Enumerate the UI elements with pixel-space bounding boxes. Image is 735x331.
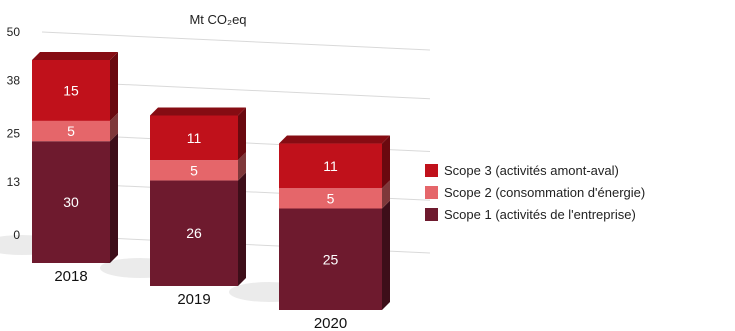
bar-top-face	[150, 107, 246, 116]
bar-segment	[279, 188, 382, 209]
legend: Scope 3 (activités amont-aval) Scope 2 (c…	[425, 163, 645, 222]
legend-label: Scope 3 (activités amont-aval)	[444, 163, 619, 178]
bar-value-label: 15	[63, 82, 79, 98]
bar-stack-2018: 30 5 15 2018	[0, 52, 118, 285]
bar-value-label: 5	[327, 190, 335, 206]
bar-segment	[32, 120, 110, 142]
y-tick-label: 0	[13, 228, 20, 242]
bar-side-face	[382, 180, 390, 209]
bar-stack-2020: 25 5 11 2020	[229, 135, 390, 331]
bar-side-face	[238, 152, 246, 181]
y-tick-label: 25	[7, 127, 21, 141]
bar-segment	[32, 60, 110, 121]
bar-value-label: 5	[67, 123, 75, 139]
bar-segment	[150, 115, 238, 161]
legend-label: Scope 1 (activités de l'entreprise)	[444, 207, 636, 222]
bar-side-face	[382, 135, 390, 189]
bar-top-face	[279, 135, 390, 144]
bar-segment	[32, 141, 110, 263]
bar-side-face	[238, 172, 246, 286]
bar-top-face	[32, 52, 118, 60]
y-tick-label: 38	[7, 74, 21, 88]
bar-side-face	[110, 52, 118, 121]
x-category-label: 2020	[314, 315, 347, 331]
bar-segment	[150, 160, 238, 181]
bar-value-label: 5	[190, 162, 198, 178]
bar-segment	[279, 208, 382, 310]
bar-side-face	[238, 107, 246, 161]
bar-segment	[279, 143, 382, 189]
bar-value-label: 11	[187, 130, 202, 146]
bar-value-label: 25	[323, 251, 339, 267]
bar-value-label: 26	[186, 225, 202, 241]
bar-side-face	[110, 133, 118, 263]
gridline	[41, 31, 431, 51]
x-category-label: 2018	[54, 268, 87, 285]
legend-swatch	[425, 186, 438, 199]
x-category-label: 2019	[177, 291, 210, 308]
unit-label: Mt CO₂eq	[189, 12, 246, 27]
y-tick-label: 50	[7, 25, 21, 39]
bars: 30 5 15 2018 26 5 11 2019 25 5 11 2020	[0, 52, 390, 331]
legend-swatch	[425, 208, 438, 221]
bar-side-face	[110, 112, 118, 142]
bar-side-face	[382, 200, 390, 310]
bar-value-label: 11	[323, 158, 338, 174]
y-axis-ticks: 0 13 25 38 50	[7, 25, 21, 242]
legend-swatch	[425, 164, 438, 177]
legend-label: Scope 2 (consommation d'énergie)	[444, 185, 645, 200]
bar-segment	[150, 180, 238, 286]
bar-value-label: 30	[63, 194, 79, 210]
bar-stack-2019: 26 5 11 2019	[100, 107, 246, 308]
y-tick-label: 13	[7, 175, 21, 189]
